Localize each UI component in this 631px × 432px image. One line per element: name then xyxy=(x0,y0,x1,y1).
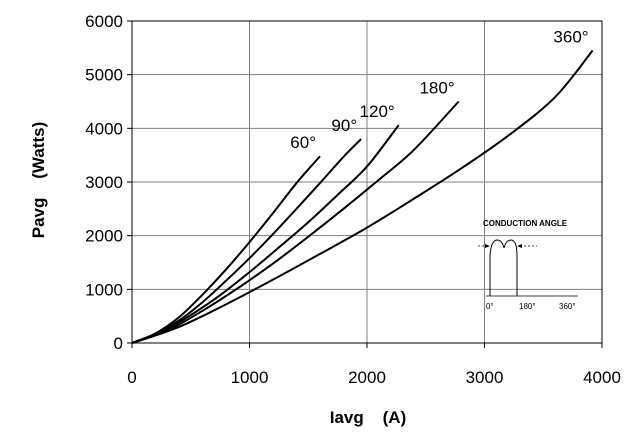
inset-arrowhead-right xyxy=(517,244,522,248)
x-axis-title: Iavg (A) xyxy=(330,408,407,427)
y-axis-title: Pavg (Watts) xyxy=(29,122,48,239)
y-tick-label: 3000 xyxy=(85,173,123,192)
x-tick-label: 3000 xyxy=(466,368,504,387)
inset-waveform xyxy=(489,239,518,296)
y-tick-label: 4000 xyxy=(85,119,123,138)
series-label-4: 360° xyxy=(553,28,588,47)
inset-tick-0: 0° xyxy=(486,302,494,311)
inset-tick-360: 360° xyxy=(559,302,576,311)
inset-title: CONDUCTION ANGLE xyxy=(483,219,568,228)
series-line-1 xyxy=(131,138,362,344)
x-tick-label: 1000 xyxy=(231,368,269,387)
ticks: 0 1000 2000 3000 4000 0 1000 2000 3000 4000 5000 60… xyxy=(85,12,621,387)
series-label-1: 90° xyxy=(331,116,357,135)
series-line-3 xyxy=(131,100,460,344)
series-label-2: 120° xyxy=(360,102,395,121)
y-tick-label: 0 xyxy=(114,334,123,353)
inset-arrowhead-left xyxy=(485,244,490,248)
x-tick-label: 4000 xyxy=(583,368,621,387)
y-tick-label: 2000 xyxy=(85,227,123,246)
series-label-0: 60° xyxy=(290,133,316,152)
y-tick-label: 6000 xyxy=(85,12,123,31)
series-lines xyxy=(131,49,594,344)
series-line-4 xyxy=(131,49,594,344)
x-tick-label: 2000 xyxy=(348,368,386,387)
inset-tick-180: 180° xyxy=(519,302,536,311)
conduction-angle-inset: CONDUCTION ANGLE 0° 180° 360° xyxy=(478,219,578,311)
y-tick-label: 1000 xyxy=(85,280,123,299)
y-tick-label: 5000 xyxy=(85,66,123,85)
series-label-3: 180° xyxy=(419,79,454,98)
series-line-2 xyxy=(131,124,400,344)
series-labels: 60° 90°120° 180° 360° xyxy=(290,28,588,153)
x-tick-label: 0 xyxy=(127,368,136,387)
